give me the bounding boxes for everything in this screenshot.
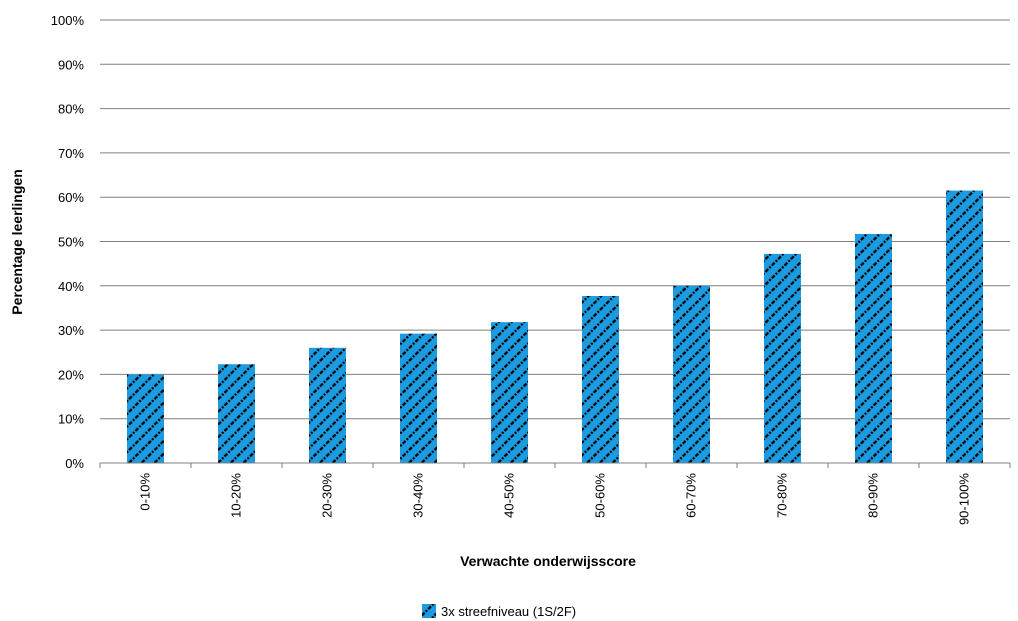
x-tick-label: 90-100%: [957, 473, 972, 525]
x-tick-label: 70-80%: [775, 473, 790, 518]
bar-30-40%: [400, 333, 437, 463]
x-tick-label: 30-40%: [411, 473, 426, 518]
legend-swatch: [422, 604, 436, 618]
y-tick-label: 40%: [58, 279, 84, 294]
x-tick-label: 50-60%: [593, 473, 608, 518]
y-tick-label: 80%: [58, 102, 84, 117]
bar-80-90%: [855, 233, 892, 463]
x-tick-label: 60-70%: [684, 473, 699, 518]
bar-70-80%: [764, 253, 801, 463]
bar-0-10%: [127, 374, 164, 463]
bar-60-70%: [673, 285, 710, 463]
legend: 3x streefniveau (1S/2F): [422, 604, 576, 619]
bar-20-30%: [309, 347, 346, 463]
y-tick-label: 90%: [58, 57, 84, 72]
x-tick-label: 40-50%: [502, 473, 517, 518]
y-tick-label: 10%: [58, 412, 84, 427]
legend-label: 3x streefniveau (1S/2F): [441, 604, 576, 619]
bar-40-50%: [491, 322, 528, 463]
y-tick-label: 20%: [58, 367, 84, 382]
x-axis-title: Verwachte onderwijsscore: [460, 553, 636, 569]
bar-10-20%: [218, 364, 255, 463]
y-tick-label: 60%: [58, 190, 84, 205]
bars: [127, 190, 983, 463]
y-tick-label: 0%: [65, 456, 84, 471]
y-axis-tick-labels: 0% 10% 20% 30% 40% 50% 60% 70% 80% 90% 100%: [51, 13, 85, 471]
bar-50-60%: [582, 295, 619, 463]
bar-90-100%: [946, 190, 983, 463]
x-tick-label: 10-20%: [229, 473, 244, 518]
y-axis-title: Percentage leerlingen: [9, 169, 25, 315]
x-tick-label: 80-90%: [866, 473, 881, 518]
y-tick-label: 100%: [51, 13, 85, 28]
y-tick-label: 50%: [58, 235, 84, 250]
y-tick-label: 30%: [58, 323, 84, 338]
x-tick-label: 0-10%: [138, 473, 153, 511]
y-tick-label: 70%: [58, 146, 84, 161]
x-axis-tick-labels: 0-10% 10-20% 20-30% 30-40% 40-50% 50-60% 60-70…: [99, 463, 1011, 525]
x-tick-label: 20-30%: [320, 473, 335, 518]
